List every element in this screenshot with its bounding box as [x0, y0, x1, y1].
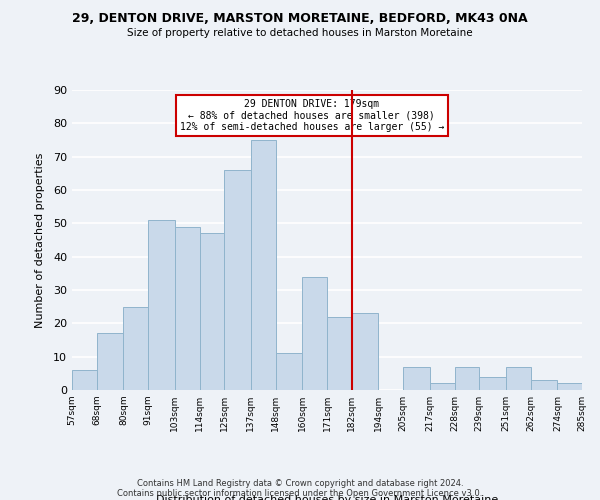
Bar [224, 170, 251, 390]
Bar [557, 384, 582, 390]
X-axis label: Distribution of detached houses by size in Marston Moretaine: Distribution of detached houses by size … [156, 495, 498, 500]
Text: 29 DENTON DRIVE: 179sqm
← 88% of detached houses are smaller (398)
12% of semi-d: 29 DENTON DRIVE: 179sqm ← 88% of detache… [179, 99, 444, 132]
Bar [199, 234, 224, 390]
Bar [506, 366, 530, 390]
Text: Contains public sector information licensed under the Open Government Licence v3: Contains public sector information licen… [118, 488, 482, 498]
Bar [455, 366, 479, 390]
Bar [97, 334, 124, 390]
Bar [175, 226, 199, 390]
Bar [403, 366, 430, 390]
Bar [479, 376, 506, 390]
Bar [251, 140, 275, 390]
Bar [530, 380, 557, 390]
Bar [72, 370, 97, 390]
Bar [148, 220, 175, 390]
Bar [124, 306, 148, 390]
Bar [327, 316, 352, 390]
Text: Contains HM Land Registry data © Crown copyright and database right 2024.: Contains HM Land Registry data © Crown c… [137, 478, 463, 488]
Text: 29, DENTON DRIVE, MARSTON MORETAINE, BEDFORD, MK43 0NA: 29, DENTON DRIVE, MARSTON MORETAINE, BED… [72, 12, 528, 26]
Bar [352, 314, 379, 390]
Y-axis label: Number of detached properties: Number of detached properties [35, 152, 44, 328]
Text: Size of property relative to detached houses in Marston Moretaine: Size of property relative to detached ho… [127, 28, 473, 38]
Bar [302, 276, 327, 390]
Bar [430, 384, 455, 390]
Bar [275, 354, 302, 390]
